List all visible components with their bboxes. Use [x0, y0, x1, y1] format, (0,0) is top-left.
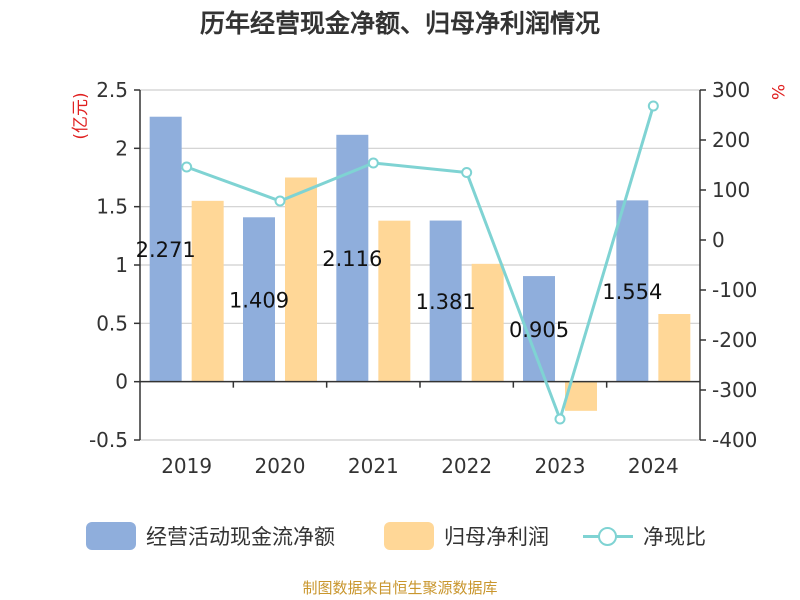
legend-label-ocf: 经营活动现金流净额: [146, 525, 335, 549]
left-tick-label: 0: [115, 370, 128, 394]
x-tick-label: 2020: [255, 454, 306, 478]
chart-title: 历年经营现金净额、归母净利润情况: [199, 9, 600, 38]
left-tick-label: -0.5: [89, 428, 128, 452]
x-tick-label: 2019: [161, 454, 212, 478]
ratio-point: [181, 161, 193, 173]
data-labels: 2.271 1.409 2.116 1.381 0.905 1.554: [136, 238, 663, 342]
bar-profit: [378, 220, 411, 382]
bar-ocf: [429, 220, 462, 382]
ratio-point: [274, 195, 286, 207]
legend-item-ratio[interactable]: 净现比: [583, 518, 706, 554]
left-tick-label: 1: [115, 253, 128, 277]
bar-profit: [285, 177, 317, 382]
right-tick-label: -100: [712, 278, 757, 302]
right-tick-label: -200: [712, 328, 757, 352]
bar-ocf: [149, 116, 182, 382]
ratio-point: [554, 413, 566, 425]
bar-profit: [658, 314, 691, 382]
right-tick-label: 0: [712, 228, 725, 252]
data-label-ocf: 2.271: [136, 238, 196, 262]
data-label-ocf: 2.116: [322, 247, 382, 271]
legend-line-ratio: [583, 522, 633, 550]
legend-swatch-ocf: [86, 522, 136, 550]
left-tick-label: 2: [115, 136, 128, 160]
right-tick-label: 100: [712, 178, 750, 202]
legend-label-profit: 归母净利润: [444, 525, 549, 549]
right-axis-unit: %: [767, 84, 787, 100]
data-label-ocf: 1.554: [602, 280, 662, 304]
legend-item-ocf[interactable]: 经营活动现金流净额: [86, 518, 335, 554]
x-tick-label: 2023: [535, 454, 586, 478]
data-label-ocf: 0.905: [509, 318, 569, 342]
bar-ocf: [243, 217, 275, 382]
bar-profit: [471, 263, 504, 382]
data-label-ocf: 1.409: [229, 288, 289, 312]
bar-profit: [191, 200, 224, 382]
right-tick-label: -300: [712, 378, 757, 402]
source-footer: 制图数据来自恒生聚源数据库: [302, 579, 498, 597]
right-tick-label: 200: [712, 128, 750, 152]
bars: [149, 116, 691, 411]
left-tick-label: 2.5: [96, 78, 128, 102]
left-tick-label: 1.5: [96, 195, 128, 219]
right-tick-label: 300: [712, 78, 750, 102]
ratio-point: [647, 100, 659, 112]
left-tick-label: 0.5: [96, 311, 128, 335]
right-tick-label: -400: [712, 428, 757, 452]
x-tick-label: 2021: [348, 454, 399, 478]
x-tick-label: 2024: [628, 454, 679, 478]
data-label-ocf: 1.381: [416, 290, 476, 314]
legend: 经营活动现金流净额 归母净利润 净现比: [0, 518, 800, 558]
legend-label-ratio: 净现比: [643, 525, 706, 549]
grid-lines: [140, 89, 700, 441]
ratio-line: [181, 100, 659, 425]
x-tick-label: 2022: [441, 454, 492, 478]
legend-swatch-profit: [384, 522, 434, 550]
legend-item-profit[interactable]: 归母净利润: [384, 518, 549, 554]
bar-ocf: [616, 200, 649, 382]
ratio-line-path: [186, 105, 655, 424]
axes: -0.5 0 0.5 1 1.5 2 2.5 -400 -300 -200 -100 0 100 200 3…: [89, 78, 757, 478]
left-axis-unit: (亿元): [71, 92, 91, 139]
ratio-point: [367, 157, 379, 169]
ratio-point: [461, 167, 473, 178]
